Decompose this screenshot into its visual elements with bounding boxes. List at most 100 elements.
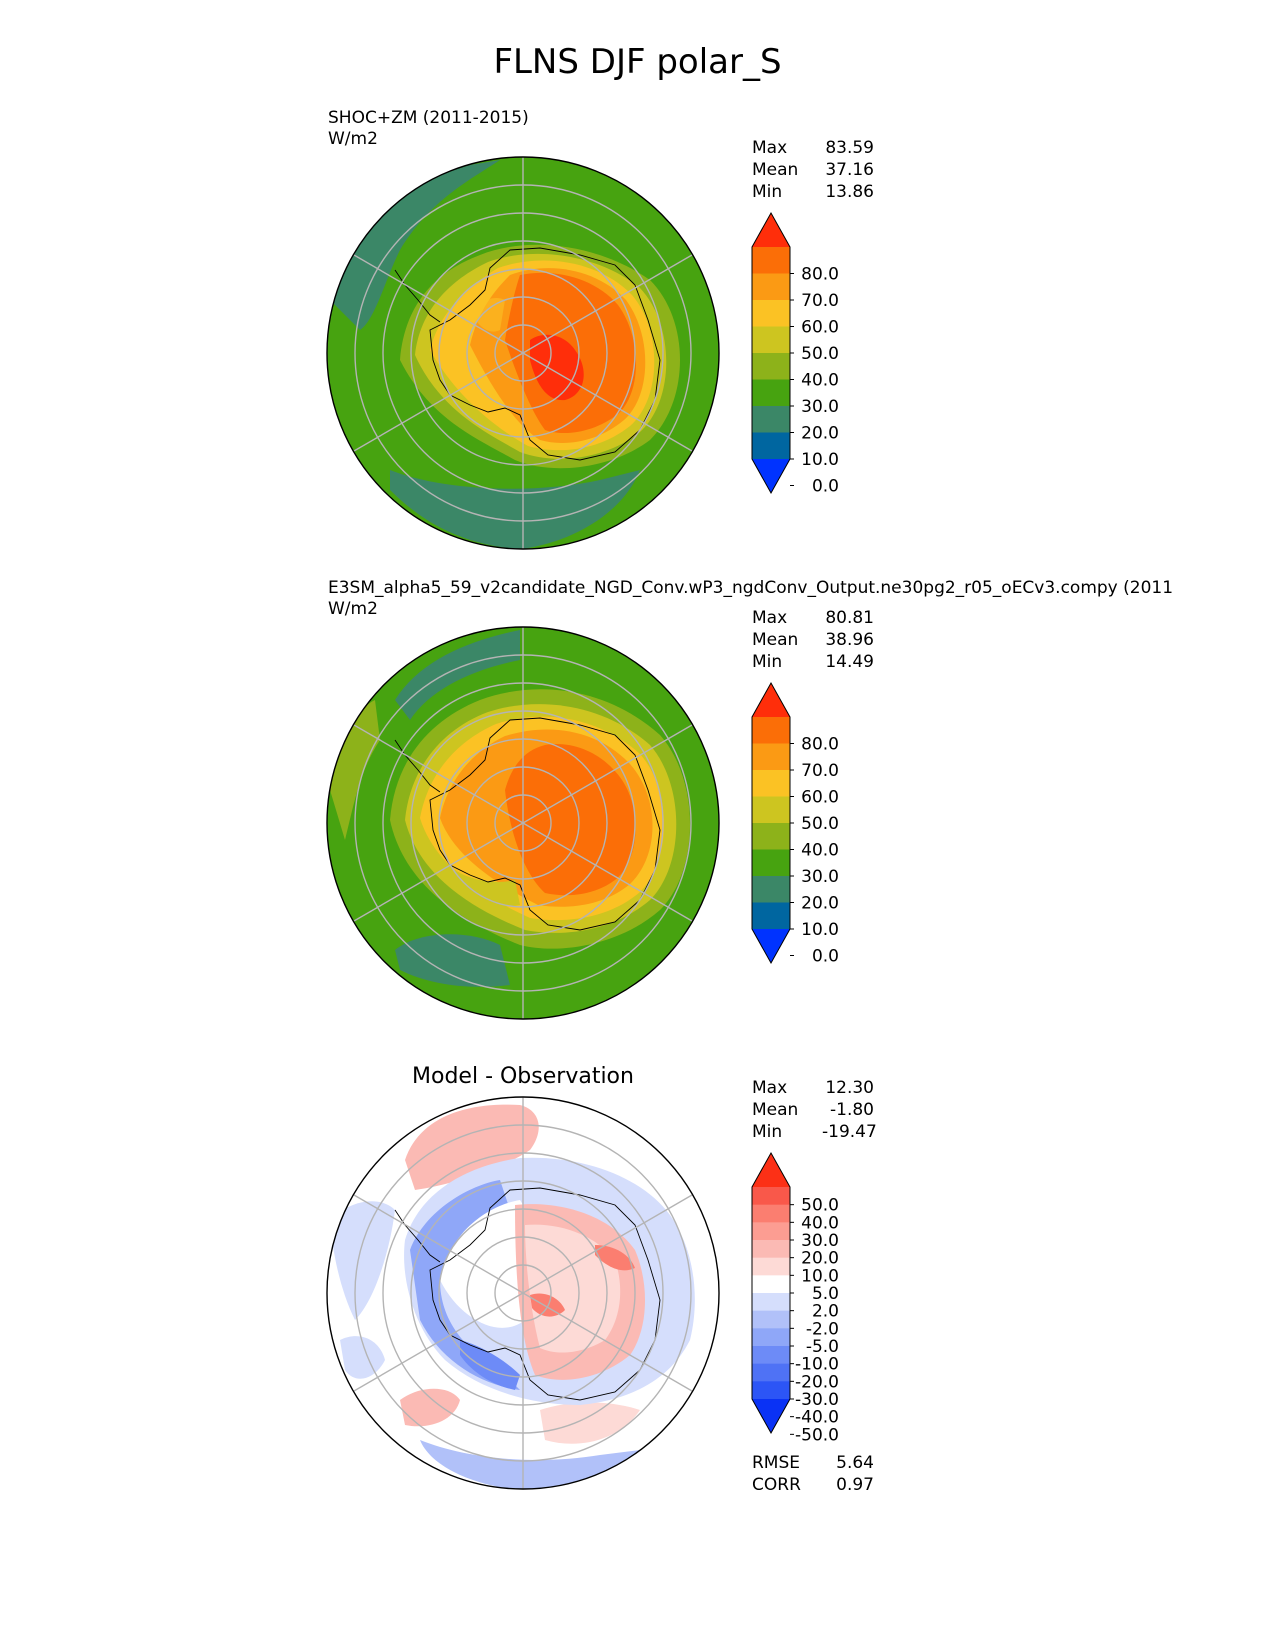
panel3-colorbar-tick-label: 50.0 [801,1196,839,1216]
panel2-min-label: Min [752,652,783,672]
panel2-field [327,627,719,1019]
panel3-max-label: Max [752,1078,788,1098]
panel2-colorbar-extend-min [752,929,790,963]
panel2-min-value: 14.49 [825,652,874,672]
figure-title: FLNS DJF polar_S [493,42,782,82]
panel2-colorbar-ticks: 80.0 70.0 60.0 50.0 40.0 30.0 20.0 10.0 0.0 [790,735,839,967]
panel2-band-80 [505,744,636,896]
panel3-colorbar-tick-label: -30.0 [795,1390,839,1410]
panel3-title: Model - Observation [412,1064,634,1089]
panel2-colorbar-tick-label: 80.0 [801,735,839,755]
panel2-colorbar-tick-label: 30.0 [801,867,839,887]
panel2-stats: Max 80.81 Mean 38.96 Min 14.49 [752,607,874,673]
panel2-colorbar-bin [752,743,790,771]
panel2-colorbar-segments [751,681,791,965]
panel3-negative-stronger [460,1340,520,1390]
panel3-negative-strong-west [410,1180,520,1390]
panel1-colorbar-tick-label: 80.0 [801,265,839,285]
panel1-colorbar-bin [752,379,790,407]
panel1-colorbar-bin [752,273,790,301]
panel3-colorbar: 50.040.030.020.010.05.02.0-2.0-5.0-10.0-… [751,1151,839,1445]
panel1-map-boundary [326,156,720,550]
panel1-colorbar-bin [752,326,790,354]
panel1-colorbar-extend-max [752,213,790,247]
panel1-max-label: Max [752,138,788,158]
panel1-min-label: Min [752,182,783,202]
panel2-ross-patch [455,870,520,907]
panel1-colorbar-ticks: 80.0 70.0 60.0 50.0 40.0 30.0 20.0 10.0 0.0 [790,265,839,497]
panel2-low-region-south [395,934,510,987]
panel3-colorbar-bin [752,1187,790,1206]
panel2-max-value: 80.81 [825,608,874,628]
panel3-neutral-core [440,1200,536,1328]
panel3-colorbar-tick-label: 2.0 [812,1302,839,1322]
panel3-colorbar-bin [752,1257,790,1276]
panel3-min-label: Min [752,1122,783,1142]
panel1-stats: Max 83.59 Mean 37.16 Min 13.86 [752,137,874,203]
panel2-colorbar-bin [752,876,790,903]
panel1-low-region-south [390,470,640,549]
panel1-colorbar-tick-label: 30.0 [801,397,839,417]
panel3-colorbar-tick-label: 10.0 [801,1266,839,1286]
panel3-colorbar-extend-max [752,1153,790,1187]
panel2-band-west [330,700,380,840]
panel1-colorbar-tick-label: 70.0 [801,291,839,311]
panel1-colorbar-segments [751,211,791,495]
panel2-colorbar-tick-label: 40.0 [801,841,839,861]
panel1-peninsula-patch [470,298,505,332]
panel3-colorbar-bin [752,1275,790,1294]
panel3-colorbar-tick-label: 20.0 [801,1249,839,1269]
rmse-value: 5.64 [836,1453,874,1473]
panel3-colorbar-extend-min [752,1399,790,1433]
panel3-colorbar-bin [752,1346,790,1365]
panel3-colorbar-tick-label: -50.0 [795,1425,839,1445]
panel2-colorbar-bin [752,796,790,824]
panel3-positive-southwest [400,1388,460,1427]
panel3-map [326,1096,720,1490]
panel1-colorbar-tick-label: 40.0 [801,371,839,391]
panel2-coastline [394,717,661,931]
panel1-title-text: SHOC+ZM (2011-2015) [328,108,529,128]
panel3-mean-label: Mean [752,1100,799,1120]
panel3-colorbar-tick-label: -10.0 [795,1355,839,1375]
panel3-colorbar-tick-label: -2.0 [806,1319,839,1339]
panel1-colorbar-tick-label: 0.0 [812,477,839,497]
panel3-colorbar-tick-label: 40.0 [801,1213,839,1233]
panel1-max-value: 83.59 [825,138,874,158]
panel3-min-value: -19.47 [822,1122,877,1142]
panel3-mean-value: -1.80 [830,1100,874,1120]
panel1-colorbar-tick-label: 10.0 [801,450,839,470]
panel2-map-boundary [326,626,720,1020]
panel2-gridlines [353,627,693,1019]
panel3-positive-south [540,1402,640,1444]
panel2-colorbar-tick-label: 10.0 [801,920,839,940]
panel1-colorbar-tick-label: 50.0 [801,344,839,364]
panel1-colorbar-tick-label: 60.0 [801,318,839,338]
panel1-colorbar-bin [752,247,790,274]
panel2-colorbar: 80.0 70.0 60.0 50.0 40.0 30.0 20.0 10.0 0.0 [751,681,839,967]
panel1-units: W/m2 [328,129,378,149]
panel3-metrics: RMSE 5.64 CORR 0.97 [752,1452,874,1496]
panel3-colorbar-tick-label: 5.0 [812,1284,839,1304]
panel1-mean-value: 37.16 [825,160,874,180]
panel3-positive-peak [530,1293,565,1317]
panel1-colorbar-tick-label: 20.0 [801,424,839,444]
panel2-colorbar-tick-label: 20.0 [801,894,839,914]
panel2-colorbar-tick-label: 60.0 [801,788,839,808]
panel3-colorbar-bin [752,1363,790,1382]
panel1-colorbar-bin [752,300,790,327]
panel1-colorbar-bin [752,432,790,460]
rmse-label: RMSE [752,1453,801,1473]
panel3-colorbar-tick-label: -20.0 [795,1372,839,1392]
panel3-colorbar-tick-label: -40.0 [795,1408,839,1428]
panel3-colorbar-segments [751,1151,791,1435]
panel2-colorbar-tick-label: 70.0 [801,761,839,781]
panel3-stats: Max 12.30 Mean -1.80 Min -19.47 [752,1077,877,1143]
panel2-colorbar-bin [752,849,790,877]
panel3-max-value: 12.30 [825,1078,874,1098]
panel3-negative-west [330,1201,395,1320]
panel2-colorbar-bin [752,902,790,930]
panel3-colorbar-tick-label: 30.0 [801,1231,839,1251]
panel2-map [326,626,720,1020]
panel3-positive-continent-inner [525,1224,621,1353]
